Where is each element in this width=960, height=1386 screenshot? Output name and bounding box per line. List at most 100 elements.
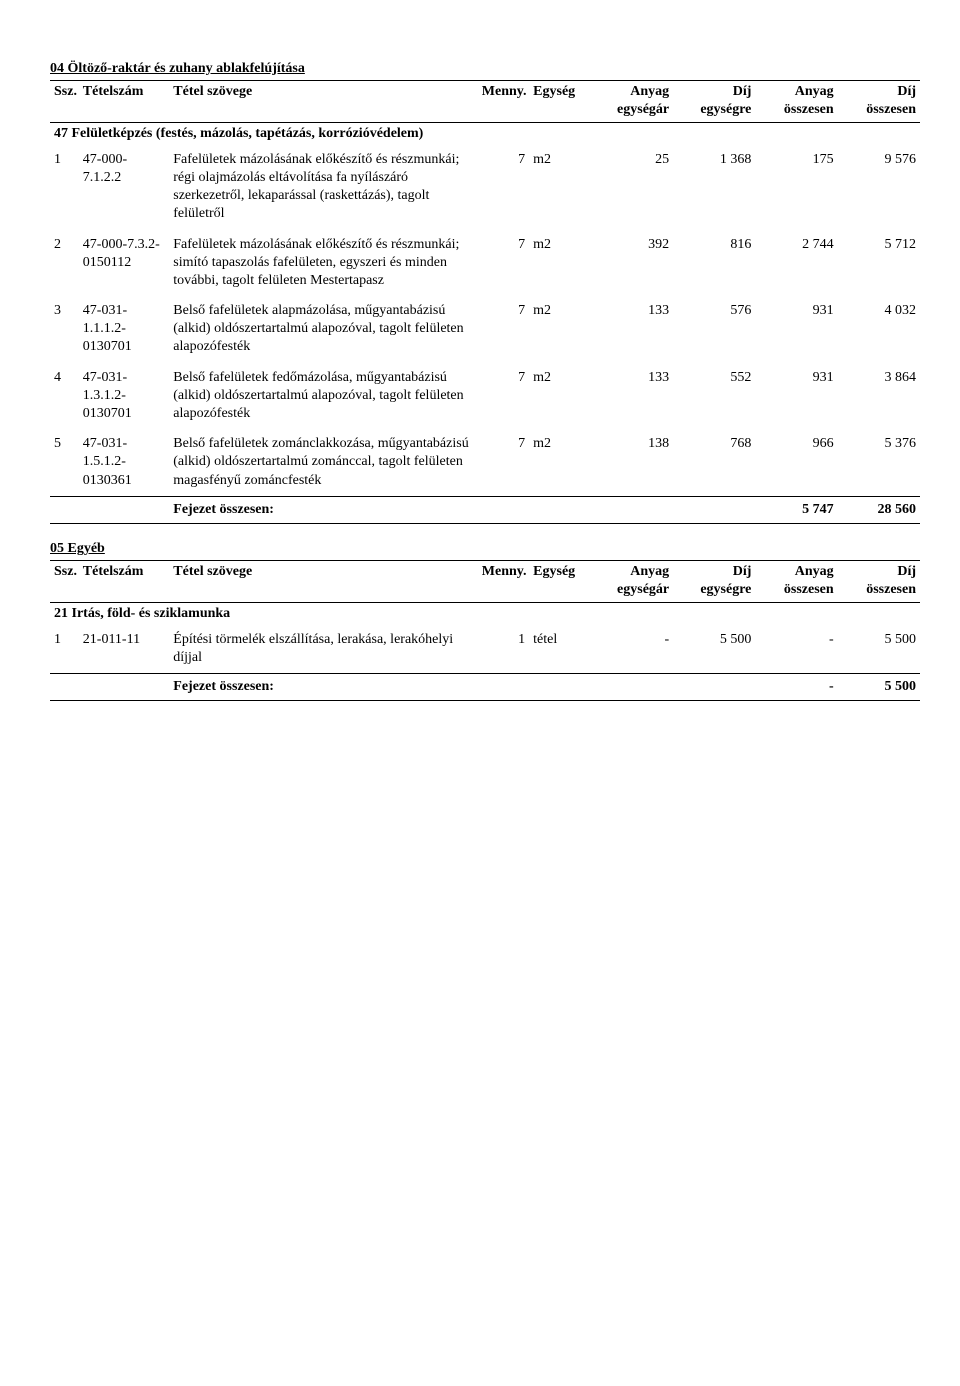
hdr-dij-e-top: Díj xyxy=(733,84,752,99)
hdr-tetel-szovege: Tétel szövege xyxy=(169,561,478,602)
cell-de: 816 xyxy=(673,230,755,297)
hdr-anyag-o-top: Anyag xyxy=(795,564,834,579)
hdr-egyseg: Egység xyxy=(529,561,591,602)
cell-egyseg: m2 xyxy=(529,429,591,496)
hdr-tetelszam: Tételszám xyxy=(79,561,169,602)
cell-menny: 7 xyxy=(478,363,529,430)
cell-egyseg: m2 xyxy=(529,230,591,297)
cell-ao: 175 xyxy=(755,145,837,230)
hdr-tetelszam: Tételszám xyxy=(79,81,169,122)
cell-szam: 47-000-7.3.2-0150112 xyxy=(79,230,169,297)
cell-ssz: 1 xyxy=(50,145,79,230)
cell-ao: 931 xyxy=(755,363,837,430)
cell-szam: 47-031-1.3.1.2-0130701 xyxy=(79,363,169,430)
hdr-anyag-o: Anyag összesen xyxy=(755,561,837,602)
hdr-dij-o-top: Díj xyxy=(897,84,916,99)
cell-text: Belső fafelületek fedőmázolása, műgyanta… xyxy=(169,363,478,430)
hdr-dij-o-top: Díj xyxy=(897,564,916,579)
cell-menny: 7 xyxy=(478,429,529,496)
cell-de: 768 xyxy=(673,429,755,496)
cell-szam: 47-000-7.1.2.2 xyxy=(79,145,169,230)
hdr-anyag-o: Anyag összesen xyxy=(755,81,837,122)
cell-szam: 21-011-11 xyxy=(79,625,169,673)
table-row: 3 47-031-1.1.1.2-0130701 Belső fafelület… xyxy=(50,296,920,363)
hdr-anyag-o-sub: összesen xyxy=(759,101,833,119)
cell-text: Építési törmelék elszállítása, lerakása,… xyxy=(169,625,478,673)
cell-szam: 47-031-1.5.1.2-0130361 xyxy=(79,429,169,496)
hdr-anyag-o-sub: összesen xyxy=(759,581,833,599)
cell-do: 5 500 xyxy=(838,625,920,673)
cell-ae: 138 xyxy=(591,429,673,496)
hdr-dij-e-sub: egységre xyxy=(677,581,751,599)
section-05-title: 05 Egyéb xyxy=(50,540,920,558)
fejezet-do: 28 560 xyxy=(838,496,920,523)
hdr-ssz: Ssz. xyxy=(50,561,79,602)
cell-text: Fafelületek mázolásának előkészítő és ré… xyxy=(169,145,478,230)
section-04-table: Ssz. Tételszám Tétel szövege Menny. Egys… xyxy=(50,80,920,524)
hdr-menny: Menny. xyxy=(478,561,529,602)
hdr-egyseg: Egység xyxy=(529,81,591,122)
hdr-anyag-o-top: Anyag xyxy=(795,84,834,99)
fejezet-label: Fejezet összesen: xyxy=(169,496,478,523)
cell-menny: 1 xyxy=(478,625,529,673)
cell-ae: 133 xyxy=(591,296,673,363)
cell-ao: 931 xyxy=(755,296,837,363)
hdr-menny: Menny. xyxy=(478,81,529,122)
hdr-anyag-e-top: Anyag xyxy=(630,84,669,99)
table-row: 1 21-011-11 Építési törmelék elszállítás… xyxy=(50,625,920,673)
cell-ae: - xyxy=(591,625,673,673)
cell-menny: 7 xyxy=(478,296,529,363)
fejezet-ao: 5 747 xyxy=(755,496,837,523)
hdr-dij-o-sub: összesen xyxy=(842,101,916,119)
cell-text: Belső fafelületek alapmázolása, műgyanta… xyxy=(169,296,478,363)
cell-ssz: 2 xyxy=(50,230,79,297)
hdr-dij-e: Díj egységre xyxy=(673,81,755,122)
cell-de: 576 xyxy=(673,296,755,363)
cell-szam: 47-031-1.1.1.2-0130701 xyxy=(79,296,169,363)
cell-ae: 133 xyxy=(591,363,673,430)
group-21-title: 21 Irtás, föld- és sziklamunka xyxy=(50,602,920,625)
hdr-anyag-e: Anyag egységár xyxy=(591,81,673,122)
cell-egyseg: m2 xyxy=(529,363,591,430)
hdr-tetel-szovege: Tétel szövege xyxy=(169,81,478,122)
fejezet-ao: - xyxy=(755,674,837,701)
hdr-dij-e-top: Díj xyxy=(733,564,752,579)
hdr-anyag-e-sub: egységár xyxy=(595,101,669,119)
cell-text: Belső fafelületek zománclakkozása, műgya… xyxy=(169,429,478,496)
section-04-title: 04 Öltöző-raktár és zuhany ablakfelújítá… xyxy=(50,60,920,78)
table-row: 5 47-031-1.5.1.2-0130361 Belső fafelület… xyxy=(50,429,920,496)
cell-do: 4 032 xyxy=(838,296,920,363)
hdr-anyag-e-sub: egységár xyxy=(595,581,669,599)
fejezet-label: Fejezet összesen: xyxy=(169,674,478,701)
cell-menny: 7 xyxy=(478,230,529,297)
cell-do: 3 864 xyxy=(838,363,920,430)
table-row: 4 47-031-1.3.1.2-0130701 Belső fafelület… xyxy=(50,363,920,430)
hdr-dij-e: Díj egységre xyxy=(673,561,755,602)
table-row: 2 47-000-7.3.2-0150112 Fafelületek mázol… xyxy=(50,230,920,297)
table-row: 1 47-000-7.1.2.2 Fafelületek mázolásának… xyxy=(50,145,920,230)
cell-ssz: 3 xyxy=(50,296,79,363)
group-47-title: 47 Felületképzés (festés, mázolás, tapét… xyxy=(50,122,920,145)
section-05-table: Ssz. Tételszám Tétel szövege Menny. Egys… xyxy=(50,560,920,701)
cell-ae: 25 xyxy=(591,145,673,230)
cell-ssz: 1 xyxy=(50,625,79,673)
hdr-dij-o-sub: összesen xyxy=(842,581,916,599)
cell-egyseg: m2 xyxy=(529,296,591,363)
cell-do: 9 576 xyxy=(838,145,920,230)
cell-do: 5 712 xyxy=(838,230,920,297)
cell-egyseg: m2 xyxy=(529,145,591,230)
hdr-ssz: Ssz. xyxy=(50,81,79,122)
cell-de: 1 368 xyxy=(673,145,755,230)
cell-do: 5 376 xyxy=(838,429,920,496)
cell-ao: - xyxy=(755,625,837,673)
cell-text: Fafelületek mázolásának előkészítő és ré… xyxy=(169,230,478,297)
hdr-anyag-e-top: Anyag xyxy=(630,564,669,579)
cell-ssz: 4 xyxy=(50,363,79,430)
cell-de: 5 500 xyxy=(673,625,755,673)
hdr-dij-o: Díj összesen xyxy=(838,81,920,122)
cell-ao: 966 xyxy=(755,429,837,496)
cell-ao: 2 744 xyxy=(755,230,837,297)
hdr-dij-o: Díj összesen xyxy=(838,561,920,602)
cell-menny: 7 xyxy=(478,145,529,230)
cell-egyseg: tétel xyxy=(529,625,591,673)
